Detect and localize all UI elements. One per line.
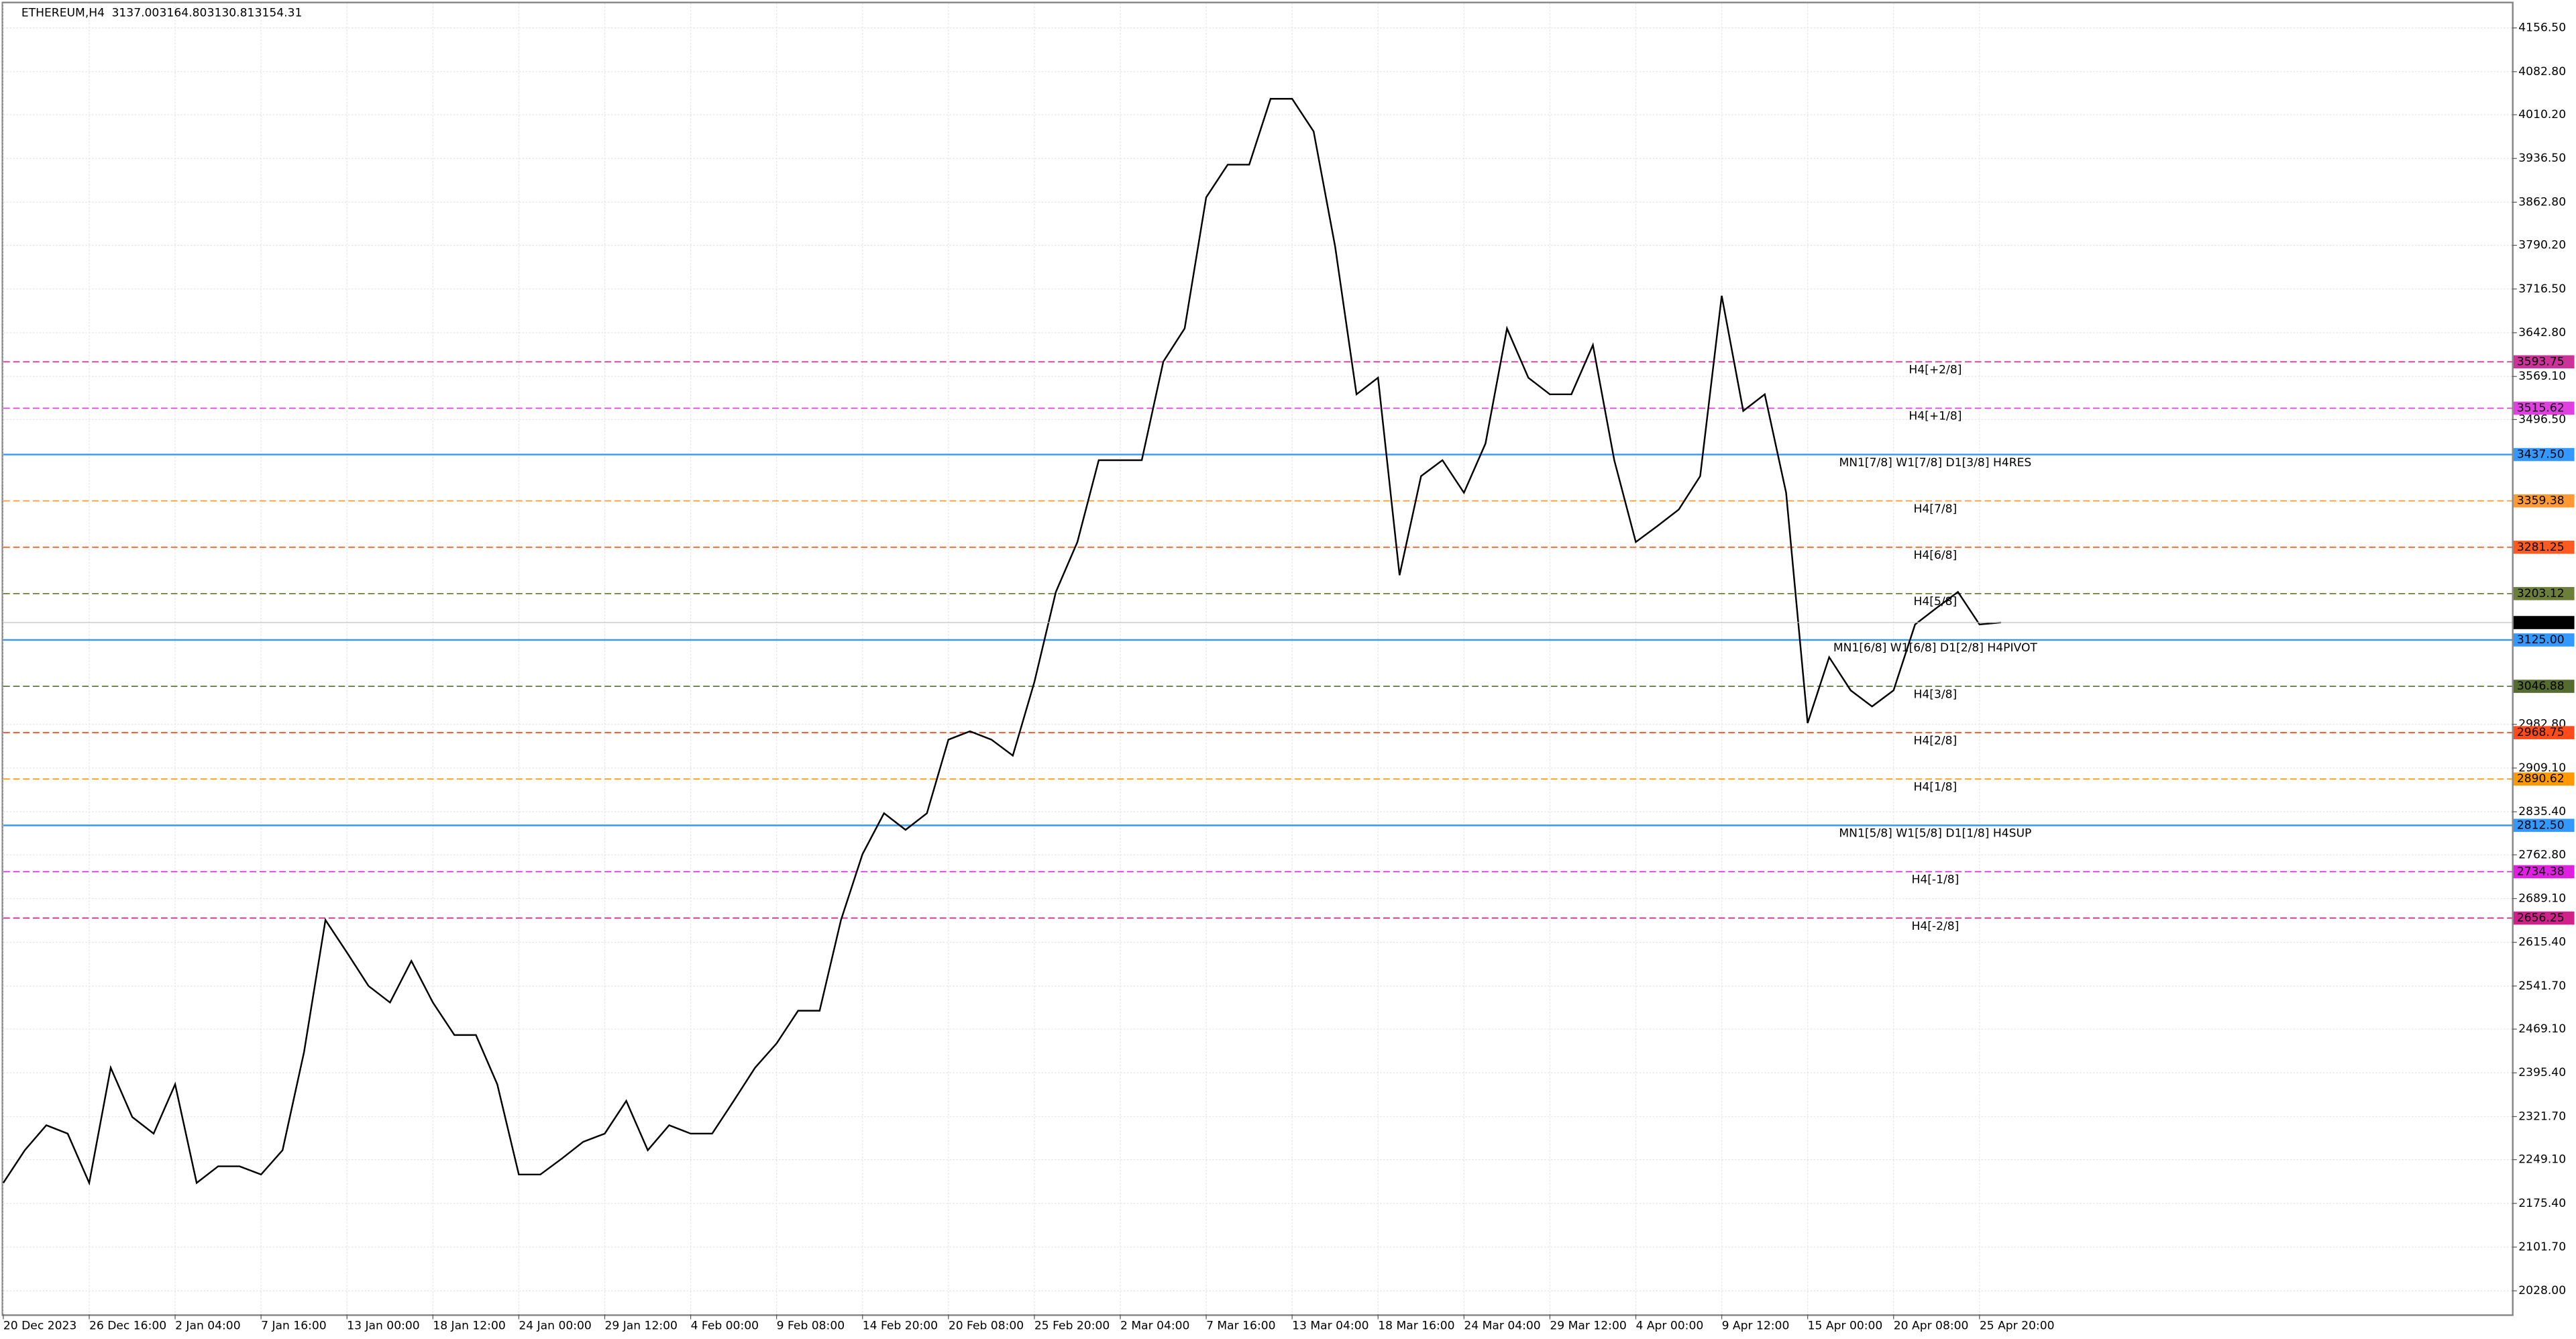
level-price-label: 2968.75 <box>2517 726 2565 739</box>
y-tick-label: 2249.10 <box>2518 1153 2566 1167</box>
y-tick-label: 2835.40 <box>2518 805 2566 818</box>
x-tick-label: 18 Jan 12:00 <box>433 1319 505 1332</box>
x-tick-label: 15 Apr 00:00 <box>1808 1319 1883 1332</box>
level-label: H4[5/8] <box>1914 595 1957 608</box>
level-price-box <box>2513 772 2575 786</box>
level-price-label: 3437.50 <box>2517 448 2565 462</box>
level-price-label: 3359.38 <box>2517 494 2565 508</box>
level-label: H4[+1/8] <box>1909 410 1962 423</box>
level-price-box <box>2513 726 2575 739</box>
current-price-label: 3154.31 <box>2517 616 2565 629</box>
x-tick-label: 2 Jan 04:00 <box>175 1319 241 1332</box>
x-tick-label: 20 Apr 08:00 <box>1894 1319 1969 1332</box>
x-tick-label: 13 Mar 04:00 <box>1292 1319 1368 1332</box>
ohlc-close: 3154.31 <box>255 7 303 20</box>
ohlc-low: 3130.81 <box>207 7 255 20</box>
ohlc-high: 3164.80 <box>160 7 207 20</box>
level-price-label: 3125.00 <box>2517 633 2565 647</box>
plot-frame <box>1 1 2514 1316</box>
x-tick-label: 9 Feb 08:00 <box>777 1319 845 1332</box>
level-price-box <box>2513 401 2575 415</box>
x-tick-label: 2 Mar 04:00 <box>1120 1319 1189 1332</box>
y-tick-label: 3936.50 <box>2518 152 2566 165</box>
level-price-label: 3281.25 <box>2517 541 2565 554</box>
x-tick-label: 26 Dec 16:00 <box>89 1319 166 1332</box>
x-tick-label: 18 Mar 16:00 <box>1378 1319 1454 1332</box>
y-tick-label: 2615.40 <box>2518 936 2566 949</box>
y-tick-label: 2689.10 <box>2518 892 2566 905</box>
y-tick-label: 3790.20 <box>2518 239 2566 252</box>
x-tick-label: 24 Jan 00:00 <box>519 1319 591 1332</box>
level-label: H4[7/8] <box>1914 502 1957 516</box>
x-tick-label: 9 Apr 12:00 <box>1722 1319 1790 1332</box>
x-tick-label: 7 Jan 16:00 <box>261 1319 327 1332</box>
y-tick-label: 2469.10 <box>2518 1022 2566 1036</box>
y-tick-label: 3716.50 <box>2518 282 2566 296</box>
level-price-label: 3593.75 <box>2517 355 2565 368</box>
x-tick-label: 29 Mar 12:00 <box>1550 1319 1626 1332</box>
level-label: MN1[7/8] W1[7/8] D1[3/8] H4RES <box>1839 456 2031 470</box>
level-label: MN1[6/8] W1[6/8] D1[2/8] H4PIVOT <box>1833 641 2038 655</box>
y-tick-label: 4010.20 <box>2518 108 2566 121</box>
y-tick-label: 2541.70 <box>2518 979 2566 993</box>
level-price-box <box>2513 633 2575 647</box>
level-price-label: 2890.62 <box>2517 772 2565 786</box>
level-price-label: 3515.62 <box>2517 401 2565 415</box>
x-tick-label: 13 Jan 00:00 <box>347 1319 419 1332</box>
level-label: MN1[5/8] W1[5/8] D1[1/8] H4SUP <box>1839 827 2031 841</box>
level-price-box <box>2513 680 2575 693</box>
x-tick-label: 20 Dec 2023 <box>3 1319 76 1332</box>
level-price-label: 3046.88 <box>2517 680 2565 693</box>
x-tick-label: 7 Mar 16:00 <box>1206 1319 1275 1332</box>
y-tick-label: 3569.10 <box>2518 370 2566 383</box>
y-tick-label: 2909.10 <box>2518 761 2566 775</box>
level-label: H4[-1/8] <box>1911 873 1959 887</box>
x-tick-label: 4 Feb 00:00 <box>691 1319 759 1332</box>
level-price-box <box>2513 494 2575 508</box>
level-price-label: 2734.38 <box>2517 865 2565 878</box>
price-line <box>2 97 2001 1186</box>
y-tick-label: 3642.80 <box>2518 326 2566 339</box>
ohlc-open: 3137.00 <box>112 7 160 20</box>
level-price-label: 3203.12 <box>2517 587 2565 600</box>
y-tick-label: 2101.70 <box>2518 1240 2566 1254</box>
x-tick-label: 25 Apr 20:00 <box>1980 1319 2055 1332</box>
level-label: H4[1/8] <box>1914 780 1957 794</box>
x-tick-label: 25 Feb 20:00 <box>1034 1319 1110 1332</box>
y-tick-label: 3496.50 <box>2518 413 2566 426</box>
x-tick-label: 4 Apr 00:00 <box>1635 1319 1703 1332</box>
level-price-box <box>2513 587 2575 600</box>
level-label: H4[6/8] <box>1914 549 1957 562</box>
window-title: ETHEREUM,H4 <box>21 7 105 20</box>
current-price-box <box>2513 616 2575 629</box>
level-price-box <box>2513 540 2575 554</box>
x-tick-label: 20 Feb 08:00 <box>949 1319 1024 1332</box>
level-price-box <box>2513 355 2575 369</box>
level-price-box <box>2513 447 2575 462</box>
x-tick-label: 29 Jan 12:00 <box>604 1319 677 1332</box>
y-tick-label: 2028.00 <box>2518 1284 2566 1297</box>
level-price-box <box>2513 865 2575 879</box>
level-label: H4[-2/8] <box>1911 920 1959 933</box>
x-tick-label: 14 Feb 20:00 <box>863 1319 938 1332</box>
level-price-label: 2656.25 <box>2517 912 2565 925</box>
level-label: H4[+2/8] <box>1909 364 1962 377</box>
y-tick-label: 4082.80 <box>2518 65 2566 78</box>
level-price-box <box>2513 818 2575 833</box>
y-tick-label: 2762.80 <box>2518 848 2566 861</box>
level-label: H4[3/8] <box>1914 688 1957 701</box>
y-tick-label: 3862.80 <box>2518 195 2566 209</box>
y-tick-label: 2395.40 <box>2518 1066 2566 1079</box>
y-tick-label: 2175.40 <box>2518 1197 2566 1210</box>
x-tick-label: 24 Mar 04:00 <box>1464 1319 1540 1332</box>
level-label: H4[2/8] <box>1914 734 1957 747</box>
level-price-label: 2812.50 <box>2517 818 2565 832</box>
level-price-box <box>2513 911 2575 925</box>
y-tick-label: 2321.70 <box>2518 1110 2566 1123</box>
y-tick-label: 4156.50 <box>2518 21 2566 35</box>
